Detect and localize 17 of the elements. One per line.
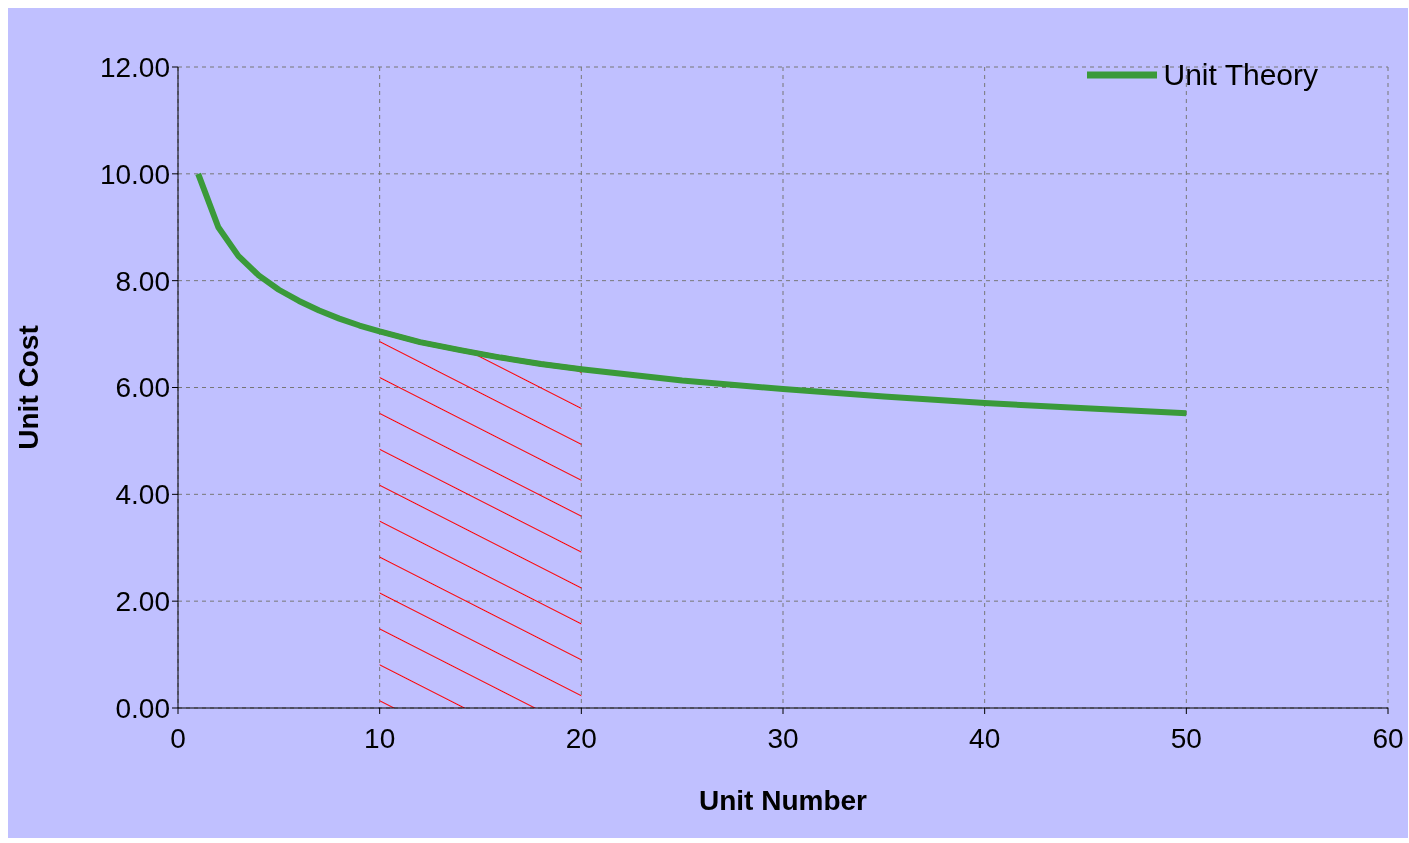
x-tick-label: 50 [1170, 722, 1202, 754]
y-tick-label: 2.00 [115, 586, 170, 618]
y-tick-label: 4.00 [115, 479, 170, 511]
y-axis-title: Unit Cost [12, 325, 44, 450]
x-tick-label: 10 [364, 722, 396, 754]
y-tick-label: 10.00 [99, 158, 170, 190]
x-tick-label: 0 [170, 722, 186, 754]
x-tick-label: 20 [565, 722, 597, 754]
legend-label: Unit Theory [1163, 58, 1318, 92]
x-tick-label: 60 [1372, 722, 1404, 754]
x-axis-title: Unit Number [699, 785, 868, 816]
y-tick-label: 8.00 [115, 265, 170, 297]
y-tick-label: 0.00 [115, 692, 170, 724]
x-tick-label: 40 [969, 722, 1001, 754]
y-tick-label: 12.00 [99, 51, 170, 83]
x-tick-label: 30 [767, 722, 799, 754]
y-tick-label: 6.00 [115, 372, 170, 404]
